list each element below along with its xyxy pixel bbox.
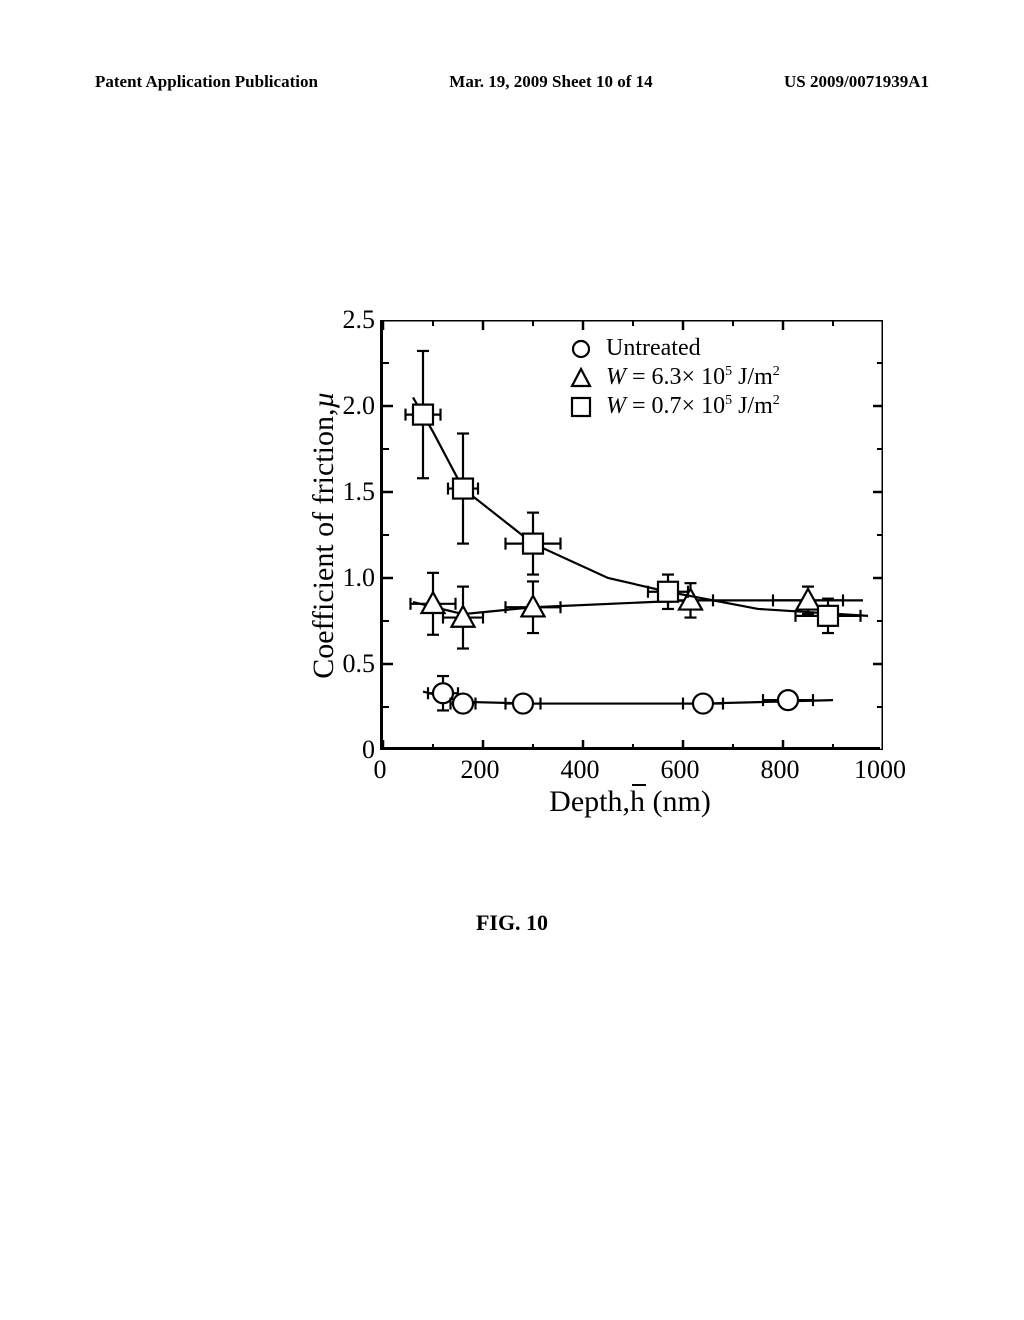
- figure-caption: FIG. 10: [0, 910, 1024, 936]
- circle-marker-icon: [570, 338, 592, 360]
- x-tick: 400: [561, 755, 600, 785]
- legend-label: W = 0.7× 105 J/m2: [606, 393, 780, 420]
- x-tick: 200: [461, 755, 500, 785]
- y-axis-label: Coefficient of friction,µ: [307, 391, 341, 679]
- legend-item: W = 0.7× 105 J/m2: [570, 393, 780, 420]
- square-marker-icon: [570, 396, 592, 418]
- x-tick: 0: [374, 755, 387, 785]
- x-axis-label: Depth,h (nm): [380, 785, 880, 819]
- page-header: Patent Application Publication Mar. 19, …: [0, 72, 1024, 92]
- legend-item: Untreated: [570, 335, 780, 362]
- y-tick: 0.5: [315, 649, 375, 679]
- y-tick: 2.5: [315, 305, 375, 335]
- x-tick: 600: [661, 755, 700, 785]
- y-tick: 2.0: [315, 391, 375, 421]
- legend-item: W = 6.3× 105 J/m2: [570, 364, 780, 391]
- chart-legend: UntreatedW = 6.3× 105 J/m2W = 0.7× 105 J…: [570, 335, 780, 422]
- triangle-marker-icon: [570, 367, 592, 389]
- friction-chart: Coefficient of friction,µ Depth,h (nm) 0…: [140, 280, 880, 840]
- x-tick: 1000: [854, 755, 906, 785]
- header-mid: Mar. 19, 2009 Sheet 10 of 14: [449, 72, 652, 92]
- header-right: US 2009/0071939A1: [784, 72, 929, 92]
- x-tick: 800: [761, 755, 800, 785]
- legend-label: W = 6.3× 105 J/m2: [606, 364, 780, 391]
- legend-label: Untreated: [606, 335, 701, 362]
- y-tick: 1.0: [315, 563, 375, 593]
- header-left: Patent Application Publication: [95, 72, 318, 92]
- y-tick: 1.5: [315, 477, 375, 507]
- y-tick: 0: [315, 735, 375, 765]
